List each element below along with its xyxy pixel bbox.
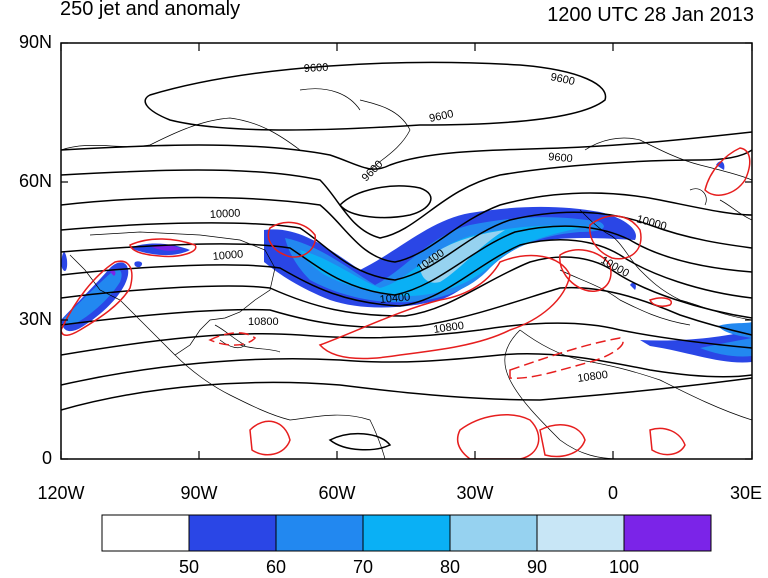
colorbar-label: 100 [608,557,640,577]
contour-label: 9600 [360,158,386,184]
colorbar-box [536,514,625,552]
colorbar-box [449,514,538,552]
contour-label: 10000 [210,207,241,221]
lon-label: 60W [318,483,356,503]
colorbar-box [101,514,190,552]
page-title: 250 jet and anomaly [60,0,241,20]
colorbar-box [275,514,364,552]
contour-label: 10000 [212,248,244,263]
negative-anomaly-contours [208,332,624,380]
contour-label: 9600 [548,151,573,165]
lat-label: 60N [18,171,52,191]
colorbar-label: 60 [265,557,287,577]
contour-label: 10800 [577,369,609,385]
colorbar [101,514,712,552]
lon-label: 120W [37,483,85,503]
jet-shading [61,161,752,363]
colorbar-box [623,514,712,552]
lon-label: 30W [456,483,494,503]
lat-label: 90N [18,32,52,52]
axis-ticks [60,42,753,460]
colorbar-box [188,514,277,552]
lon-label: 90W [180,483,218,503]
contour-label: 9600 [428,108,454,125]
contour-label: 9600 [304,62,329,75]
colorbar-label: 70 [352,557,374,577]
lat-label: 0 [41,448,52,468]
lon-label: 0 [607,483,619,503]
height-contours [61,61,752,451]
valid-time: 1200 UTC 28 Jan 2013 [547,4,754,26]
anomaly-contours [61,147,751,459]
contour-label: 10800 [248,316,279,328]
contour-label: 9600 [549,71,575,88]
contour-label: 10400 [379,291,411,306]
lat-label: 30N [18,309,52,329]
contour-label: 10800 [433,320,465,336]
colorbar-label: 50 [178,557,200,577]
colorbar-label: 80 [439,557,461,577]
colorbar-box [362,514,451,552]
lon-label: 30E [729,483,763,503]
colorbar-label: 90 [526,557,548,577]
map-frame [60,42,753,460]
